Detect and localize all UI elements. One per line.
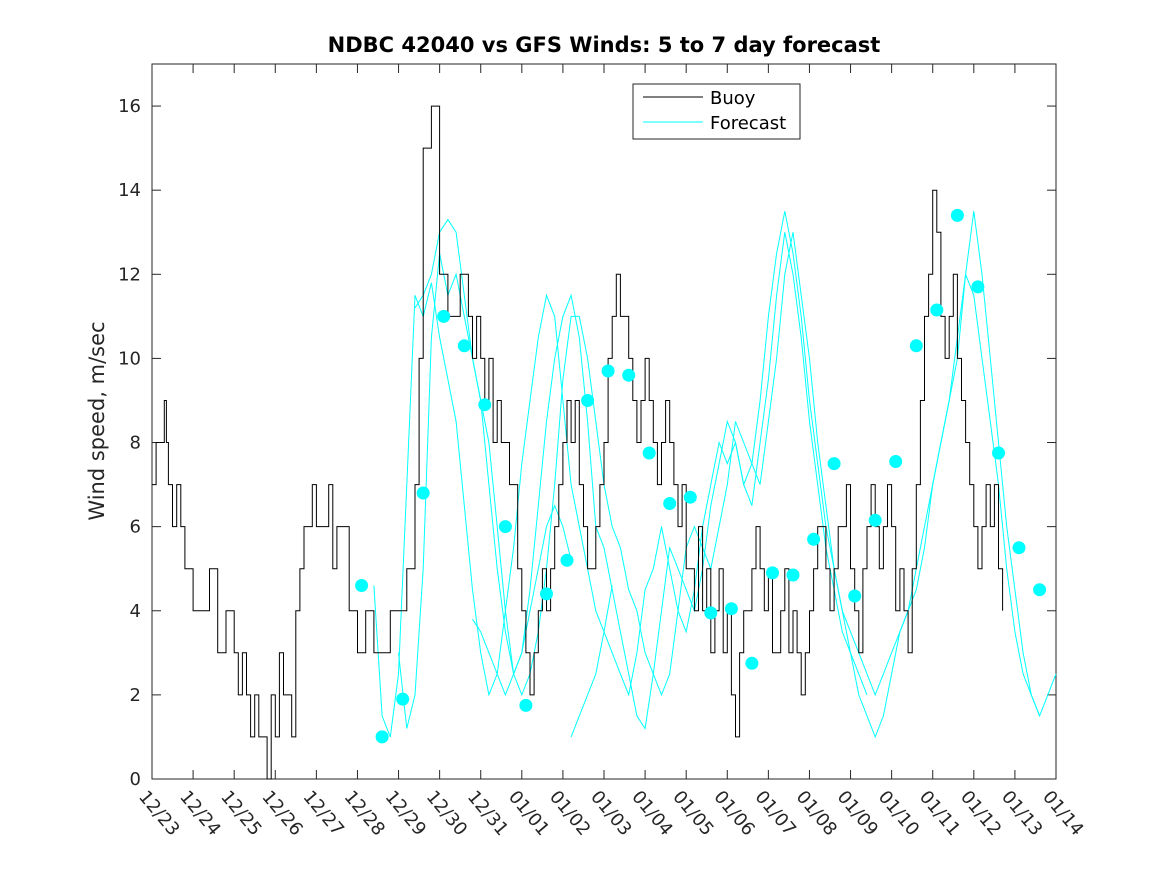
legend: Buoy Forecast bbox=[632, 83, 801, 140]
forecast-marker bbox=[437, 309, 451, 323]
x-tick-label: 12/23 bbox=[134, 787, 183, 840]
y-axis: 0 2 4 6 8 10 12 14 16 bbox=[118, 96, 1056, 790]
x-tick-label: 12/29 bbox=[381, 787, 430, 840]
forecast-marker bbox=[848, 589, 862, 603]
y-tick-label: 8 bbox=[130, 433, 141, 454]
forecast-marker bbox=[683, 490, 697, 504]
forecast-marker bbox=[642, 446, 656, 460]
x-tick-label: 01/13 bbox=[997, 787, 1046, 840]
forecast-marker bbox=[992, 446, 1005, 460]
y-tick-label: 6 bbox=[130, 517, 141, 538]
forecast-marker bbox=[889, 455, 903, 468]
chart-title: NDBC 42040 vs GFS Winds: 5 to 7 day fore… bbox=[328, 33, 881, 57]
plot-area bbox=[151, 63, 1057, 780]
forecast-line-4 bbox=[472, 504, 572, 697]
forecast-marker bbox=[416, 486, 430, 500]
forecast-marker bbox=[971, 280, 985, 294]
x-tick-label: 01/14 bbox=[1038, 787, 1087, 840]
forecast-marker bbox=[560, 553, 574, 567]
forecast-marker bbox=[1012, 541, 1026, 555]
y-tick-label: 0 bbox=[130, 769, 141, 790]
y-tick-label: 16 bbox=[118, 96, 141, 117]
x-tick-label: 01/08 bbox=[792, 787, 841, 840]
forecast-marker bbox=[766, 566, 779, 580]
x-tick-label: 12/26 bbox=[257, 787, 306, 840]
x-tick-label: 01/12 bbox=[956, 787, 1005, 840]
x-tick-label: 01/06 bbox=[709, 787, 758, 840]
forecast-line-5 bbox=[570, 585, 613, 738]
forecast-marker bbox=[930, 303, 944, 317]
forecast-marker bbox=[375, 730, 389, 744]
legend-entry-forecast: Forecast bbox=[710, 113, 786, 134]
x-tick-label: 12/30 bbox=[422, 787, 471, 840]
x-tick-label: 12/24 bbox=[175, 787, 224, 840]
x-tick-label: 12/31 bbox=[463, 787, 512, 840]
forecast-marker bbox=[622, 368, 636, 382]
forecast-marker bbox=[704, 606, 718, 620]
forecast-marker bbox=[519, 698, 533, 712]
forecast-line-3 bbox=[414, 218, 1057, 718]
forecast-marker bbox=[745, 656, 759, 670]
x-tick-label: 12/25 bbox=[216, 787, 265, 840]
x-tick-label: 01/03 bbox=[586, 787, 635, 840]
y-tick-label: 2 bbox=[130, 685, 141, 706]
forecast-marker bbox=[1033, 583, 1047, 597]
forecast-marker bbox=[457, 339, 471, 353]
forecast-marker bbox=[540, 587, 553, 601]
x-tick-label: 01/09 bbox=[833, 787, 882, 840]
y-tick-label: 14 bbox=[118, 180, 141, 201]
x-tick-label: 01/02 bbox=[545, 787, 594, 840]
forecast-marker bbox=[498, 520, 512, 534]
forecast-marker bbox=[827, 457, 841, 471]
y-tick-label: 4 bbox=[130, 601, 141, 622]
x-tick-label: 01/05 bbox=[668, 787, 717, 840]
y-axis-label: Wind speed, m/sec bbox=[85, 321, 109, 520]
forecast-marker bbox=[601, 364, 615, 378]
forecast-marker bbox=[807, 532, 821, 546]
series-layer bbox=[152, 105, 1057, 780]
forecast-marker bbox=[581, 394, 595, 407]
x-tick-label: 01/10 bbox=[874, 787, 923, 840]
forecast-marker bbox=[868, 513, 882, 527]
forecast-marker bbox=[786, 568, 800, 582]
forecast-marker bbox=[909, 339, 923, 353]
x-tick-label: 01/11 bbox=[915, 787, 964, 840]
forecast-marker bbox=[663, 497, 677, 510]
forecast-line-1 bbox=[373, 211, 868, 738]
x-tick-label: 01/01 bbox=[504, 787, 553, 840]
x-tick-label: 12/28 bbox=[340, 787, 389, 840]
y-tick-label: 10 bbox=[118, 348, 141, 369]
x-tick-label: 12/27 bbox=[299, 787, 348, 840]
buoy-line bbox=[152, 105, 1004, 780]
x-tick-label: 01/07 bbox=[751, 787, 800, 840]
legend-entry-buoy: Buoy bbox=[710, 88, 756, 109]
y-tick-label: 12 bbox=[118, 264, 141, 285]
forecast-marker bbox=[950, 208, 964, 222]
legend-box bbox=[632, 83, 801, 140]
forecast-marker bbox=[724, 602, 738, 616]
forecast-marker bbox=[478, 398, 492, 412]
x-tick-label: 01/04 bbox=[627, 787, 676, 840]
forecast-marker bbox=[396, 692, 410, 706]
forecast-marker bbox=[355, 579, 369, 592]
